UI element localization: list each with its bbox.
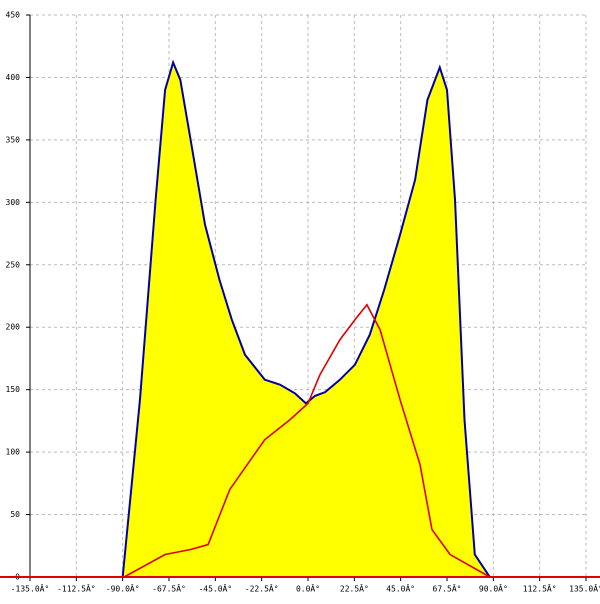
y-tick-label: 100 bbox=[6, 448, 21, 457]
y-tick-label: 250 bbox=[6, 260, 21, 269]
y-tick-label: 400 bbox=[6, 73, 21, 82]
y-tick-label: 150 bbox=[6, 385, 21, 394]
y-tick-label: 300 bbox=[6, 198, 21, 207]
area bbox=[122, 62, 494, 578]
x-tick-label: 0.0Â° bbox=[296, 583, 320, 594]
y-tick-label: 350 bbox=[6, 135, 21, 144]
x-tick-label: -135.0Â° bbox=[11, 583, 50, 594]
x-tick-label: 112.5Â° bbox=[523, 583, 557, 594]
x-tick-label: -45.0Â° bbox=[198, 583, 232, 594]
x-tick-label: -90.0Â° bbox=[106, 583, 140, 594]
x-tick-label: -67.5Â° bbox=[152, 583, 186, 594]
x-tick-label: 90.0Â° bbox=[479, 583, 508, 594]
line bbox=[123, 303, 491, 578]
x-tick-label: -22.5Â° bbox=[245, 583, 279, 594]
area-outline bbox=[121, 59, 494, 578]
x-tick-label: 135.0Â° bbox=[569, 583, 600, 594]
x-tick-label: 67.5Â° bbox=[433, 583, 462, 594]
y-tick-label: 200 bbox=[6, 323, 21, 332]
y-tick-label: 450 bbox=[6, 11, 21, 20]
x-tick-label: 45.0Â° bbox=[386, 583, 415, 594]
y-tick-label: 50 bbox=[10, 510, 20, 519]
x-tick-label: -112.5Â° bbox=[57, 583, 96, 594]
x-tick-label: 22.5Â° bbox=[340, 583, 369, 594]
